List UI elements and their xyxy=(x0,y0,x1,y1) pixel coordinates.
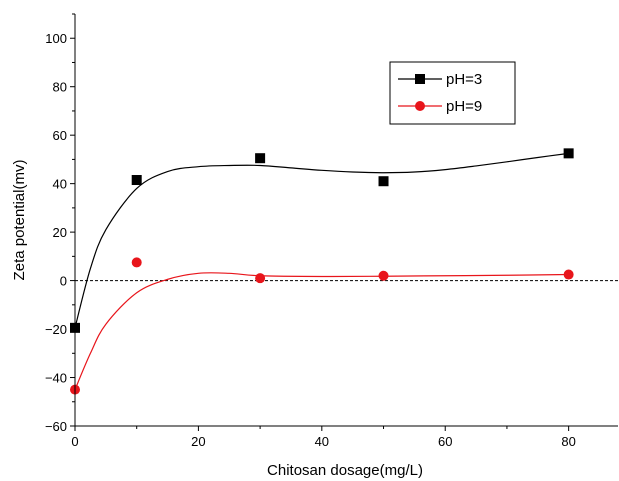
legend: pH=3 pH=9 xyxy=(389,61,516,125)
x-tick-label: 40 xyxy=(315,434,329,449)
y-tick-label: −60 xyxy=(45,419,67,434)
y-axis-title: Zeta potential(mv) xyxy=(11,160,28,281)
marker-layer xyxy=(70,148,574,395)
x-tick-label: 0 xyxy=(71,434,78,449)
y-tick-label: 0 xyxy=(60,274,67,289)
x-tick-label: 20 xyxy=(191,434,205,449)
ph9-data-point xyxy=(563,269,574,280)
x-tick-label: 60 xyxy=(438,434,452,449)
y-tick-label: 20 xyxy=(53,225,67,240)
legend-box xyxy=(389,61,516,125)
ph3-data-point xyxy=(378,176,389,187)
ph3-fit-curve xyxy=(74,152,569,328)
legend-label: pH=9 xyxy=(446,98,482,115)
axes: −60 −40 −20 0 20 40 60 80 100 0 20 40 60 80 xyxy=(45,13,618,449)
y-tick-label: 60 xyxy=(53,128,67,143)
x-axis-title: Chitosan dosage(mg/L) xyxy=(267,462,423,479)
x-tick-label: 80 xyxy=(561,434,575,449)
ph9-fit-curve xyxy=(74,272,569,390)
y-tick-label: 100 xyxy=(45,31,67,46)
legend-marker xyxy=(415,101,425,111)
fit-curve-layer xyxy=(74,152,569,390)
y-tick-label: 80 xyxy=(53,80,67,95)
ph9-data-point xyxy=(131,257,142,268)
ph3-data-point xyxy=(255,153,266,164)
ph3-data-point xyxy=(131,175,142,186)
legend-label: pH=3 xyxy=(446,71,482,88)
ph9-data-point xyxy=(255,273,266,284)
y-tick-label: −40 xyxy=(45,371,67,386)
y-tick-label: 40 xyxy=(53,177,67,192)
y-tick-label: −20 xyxy=(45,322,67,337)
legend-marker xyxy=(415,74,425,84)
ph9-data-point xyxy=(378,270,389,281)
ph3-data-point xyxy=(563,148,574,159)
